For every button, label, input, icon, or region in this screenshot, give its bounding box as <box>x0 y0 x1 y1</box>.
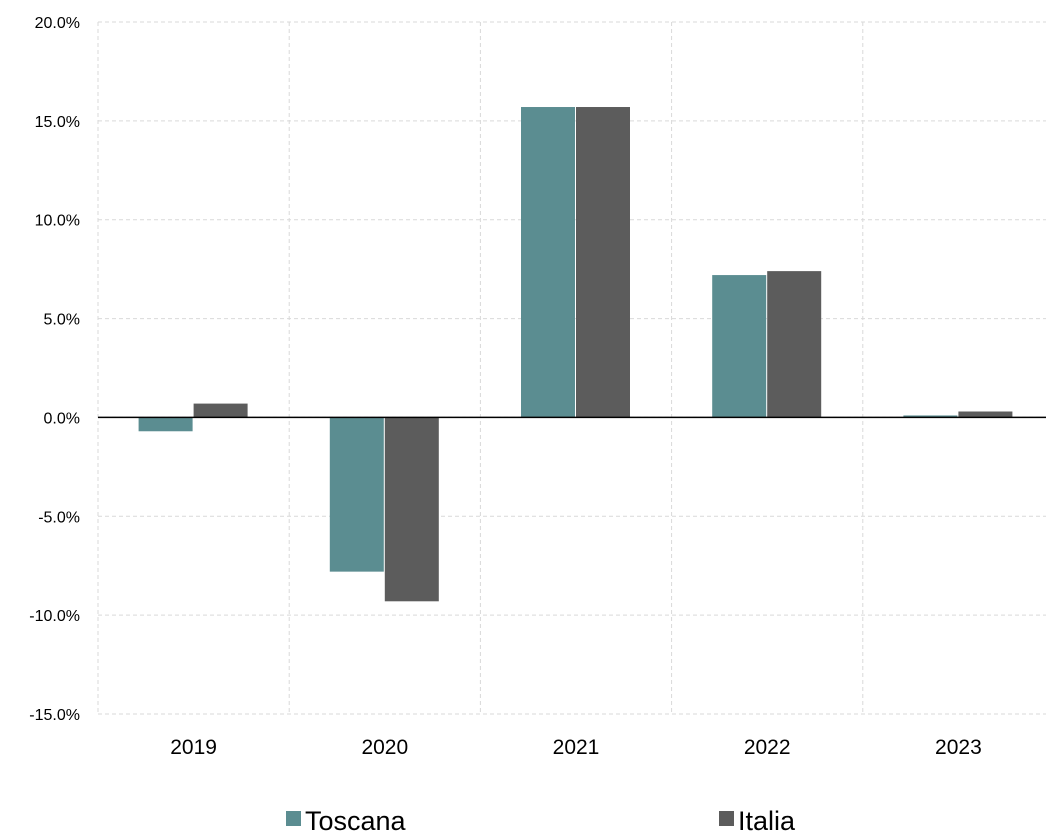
bar-toscana-2020 <box>329 417 384 572</box>
y-axis-tick-labels: 20.0% 15.0% 10.0% 5.0% 0.0% -5.0% -10.0% -15.0% <box>29 15 80 724</box>
legend-swatch-toscana <box>286 811 301 826</box>
y-tick-label: -5.0% <box>38 509 80 526</box>
x-tick-label: 2023 <box>935 736 982 759</box>
bar-toscana-2023 <box>903 415 958 418</box>
y-tick-label: -10.0% <box>29 608 80 625</box>
bar-toscana-2019 <box>138 417 193 432</box>
legend-swatch-italia <box>719 811 734 826</box>
bar-italia-2022 <box>767 271 822 418</box>
bar-toscana-2021 <box>521 107 575 418</box>
legend-label-toscana: Toscana <box>305 806 407 835</box>
y-tick-label: 20.0% <box>35 15 80 32</box>
x-tick-label: 2022 <box>744 736 791 759</box>
y-tick-label: -15.0% <box>29 707 80 724</box>
y-tick-label: 5.0% <box>44 312 80 329</box>
bar-italia-2020 <box>384 417 439 602</box>
legend-label-italia: Italia <box>738 806 796 835</box>
legend: Toscana Italia <box>286 806 796 835</box>
y-tick-label: 10.0% <box>35 213 80 230</box>
y-tick-label: 15.0% <box>35 114 80 131</box>
x-tick-label: 2021 <box>553 736 600 759</box>
bar-toscana-2022 <box>712 275 767 418</box>
y-tick-label: 0.0% <box>44 410 80 427</box>
bar-italia-2019 <box>193 403 248 418</box>
x-tick-label: 2020 <box>361 736 408 759</box>
x-axis-tick-labels: 2019 2020 2021 2022 2023 <box>170 736 982 759</box>
bars <box>138 107 1013 602</box>
x-tick-label: 2019 <box>170 736 217 759</box>
bar-italia-2021 <box>576 107 630 418</box>
bar-italia-2023 <box>958 411 1013 418</box>
